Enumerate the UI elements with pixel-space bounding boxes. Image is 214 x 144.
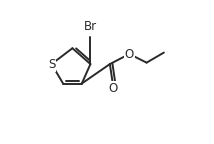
Text: O: O bbox=[125, 48, 134, 60]
Text: Br: Br bbox=[84, 20, 97, 33]
Text: O: O bbox=[109, 82, 118, 95]
Text: S: S bbox=[48, 58, 55, 71]
